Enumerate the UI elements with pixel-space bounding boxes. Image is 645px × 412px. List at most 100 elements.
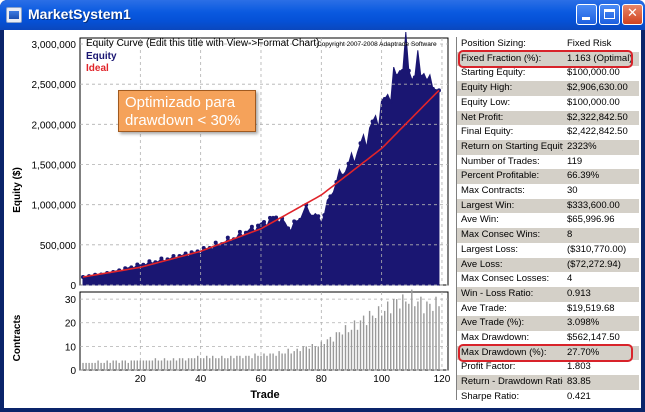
stat-label: Number of Trades: bbox=[461, 155, 540, 167]
y-tick-label-equity: 1,000,000 bbox=[32, 201, 77, 212]
copyright-text: Copyright 2007-2008 Adaptrade Software bbox=[317, 41, 437, 48]
contracts-bar bbox=[209, 358, 211, 370]
stat-row: Fixed Fraction (%): 1.163 (Optimal) bbox=[457, 51, 639, 67]
app-icon bbox=[6, 7, 22, 23]
annotation-box: Optimizado para drawdown < 30% bbox=[118, 90, 256, 132]
stat-row: Ave Trade: $19,519.68 bbox=[457, 302, 639, 317]
contracts-bar bbox=[329, 336, 332, 370]
contracts-bar bbox=[296, 348, 298, 370]
annotation-line-2: drawdown < 30% bbox=[125, 112, 241, 129]
contracts-bar bbox=[302, 346, 304, 370]
contracts-bar bbox=[368, 310, 371, 370]
contracts-bar bbox=[206, 355, 208, 370]
contracts-bar bbox=[320, 341, 322, 370]
contracts-bar bbox=[263, 353, 265, 370]
contracts-bar bbox=[260, 355, 262, 370]
maximize-button[interactable] bbox=[599, 4, 620, 25]
stat-label: Largest Loss: bbox=[461, 243, 519, 255]
equity-point bbox=[370, 119, 375, 124]
ideal-curve-series bbox=[82, 89, 440, 278]
stat-row: Max Consec Losses: 4 bbox=[457, 272, 639, 287]
contracts-bar bbox=[181, 358, 184, 370]
close-button[interactable]: ✕ bbox=[622, 4, 643, 25]
equity-point bbox=[322, 213, 327, 218]
contracts-bar bbox=[136, 360, 138, 370]
x-tick-label: 100 bbox=[373, 374, 390, 385]
stat-row: Win - Loss Ratio: 0.913 bbox=[457, 286, 639, 302]
contracts-bar bbox=[184, 360, 187, 370]
contracts-bar bbox=[435, 296, 437, 370]
stat-row: Equity High: $2,906,630.00 bbox=[457, 81, 639, 96]
contracts-bar bbox=[224, 358, 226, 370]
stat-value: ($310,770.00) bbox=[567, 243, 627, 255]
contracts-bar bbox=[266, 355, 268, 370]
equity-point bbox=[310, 214, 315, 219]
window-title: MarketSystem1 bbox=[28, 6, 131, 22]
stat-value: $2,906,630.00 bbox=[567, 82, 628, 94]
x-tick-label: 80 bbox=[316, 374, 328, 385]
stat-value: $562,147.50 bbox=[567, 332, 620, 343]
stat-label: Ave Trade (%): bbox=[461, 317, 525, 329]
y-tick-label-equity: 0 bbox=[70, 281, 76, 292]
contracts-bar bbox=[414, 306, 416, 370]
contracts-bar bbox=[193, 358, 196, 370]
equity-point bbox=[412, 75, 417, 80]
equity-point bbox=[159, 256, 164, 261]
equity-point bbox=[364, 145, 369, 150]
stat-value: $19,519.68 bbox=[567, 302, 615, 314]
contracts-bar bbox=[103, 362, 105, 370]
stat-label: Equity Low: bbox=[461, 96, 511, 108]
contracts-bar bbox=[200, 358, 202, 370]
stat-label: Starting Equity: bbox=[461, 67, 526, 79]
stat-label: Max Contracts: bbox=[461, 185, 525, 196]
contracts-bar bbox=[371, 315, 374, 370]
contracts-bar bbox=[399, 308, 401, 370]
contracts-bar bbox=[160, 360, 163, 370]
x-tick-label: 40 bbox=[195, 374, 207, 385]
equity-point bbox=[424, 78, 429, 83]
stat-label: Return on Starting Equity: bbox=[461, 140, 563, 152]
contracts-bar bbox=[272, 353, 274, 370]
y-tick-label-contracts: 20 bbox=[65, 319, 77, 330]
contracts-bar bbox=[142, 360, 145, 370]
stat-row: Final Equity: $2,422,842.50 bbox=[457, 125, 639, 140]
equity-point bbox=[249, 224, 254, 229]
contracts-bar bbox=[227, 358, 229, 370]
contracts-bar bbox=[257, 355, 259, 370]
equity-point bbox=[256, 223, 260, 228]
y-tick-label-equity: 2,000,000 bbox=[32, 120, 77, 131]
x-tick-label: 120 bbox=[434, 374, 451, 385]
equity-point bbox=[340, 173, 345, 178]
y-tick-label-equity: 2,500,000 bbox=[32, 80, 77, 91]
highlight-box bbox=[458, 343, 633, 363]
minimize-button[interactable] bbox=[576, 4, 597, 25]
stat-label: Max Consec Wins: bbox=[461, 229, 541, 241]
equity-point bbox=[430, 86, 435, 91]
contracts-bar bbox=[154, 358, 157, 370]
equity-point bbox=[268, 215, 272, 220]
y-tick-label-contracts: 10 bbox=[65, 342, 77, 353]
stat-label: Equity High: bbox=[461, 82, 513, 94]
stat-value: 83.85 bbox=[567, 376, 591, 388]
contracts-bar bbox=[236, 355, 238, 370]
legend-equity: Equity bbox=[86, 51, 117, 62]
contracts-bar bbox=[387, 301, 389, 370]
equity-chart: 0 500,000 1,000,000 1,500,000 2,000,000 2,500… bbox=[12, 31, 451, 401]
contracts-bar bbox=[187, 358, 190, 370]
contracts-bar bbox=[287, 348, 289, 370]
stat-value: $100,000.00 bbox=[567, 96, 620, 108]
stat-row: Max Drawdown (%): 27.70% bbox=[457, 345, 639, 361]
contracts-bar bbox=[411, 289, 413, 370]
y-axis-label-equity: Equity ($) bbox=[12, 167, 23, 213]
stat-row: Number of Trades: 119 bbox=[457, 155, 639, 170]
contracts-bar bbox=[172, 358, 175, 370]
contracts-bar bbox=[151, 360, 154, 370]
y-tick-label-equity: 3,000,000 bbox=[32, 40, 77, 51]
contracts-bar bbox=[175, 360, 178, 370]
stat-value: 66.39% bbox=[567, 170, 600, 182]
stat-label: Max Drawdown (%): bbox=[461, 346, 547, 358]
title-bar[interactable]: MarketSystem1 ✕ bbox=[0, 0, 645, 30]
contracts-bar bbox=[254, 353, 256, 370]
equity-point bbox=[135, 262, 140, 267]
stat-label: Sharpe Ratio: bbox=[461, 390, 520, 402]
